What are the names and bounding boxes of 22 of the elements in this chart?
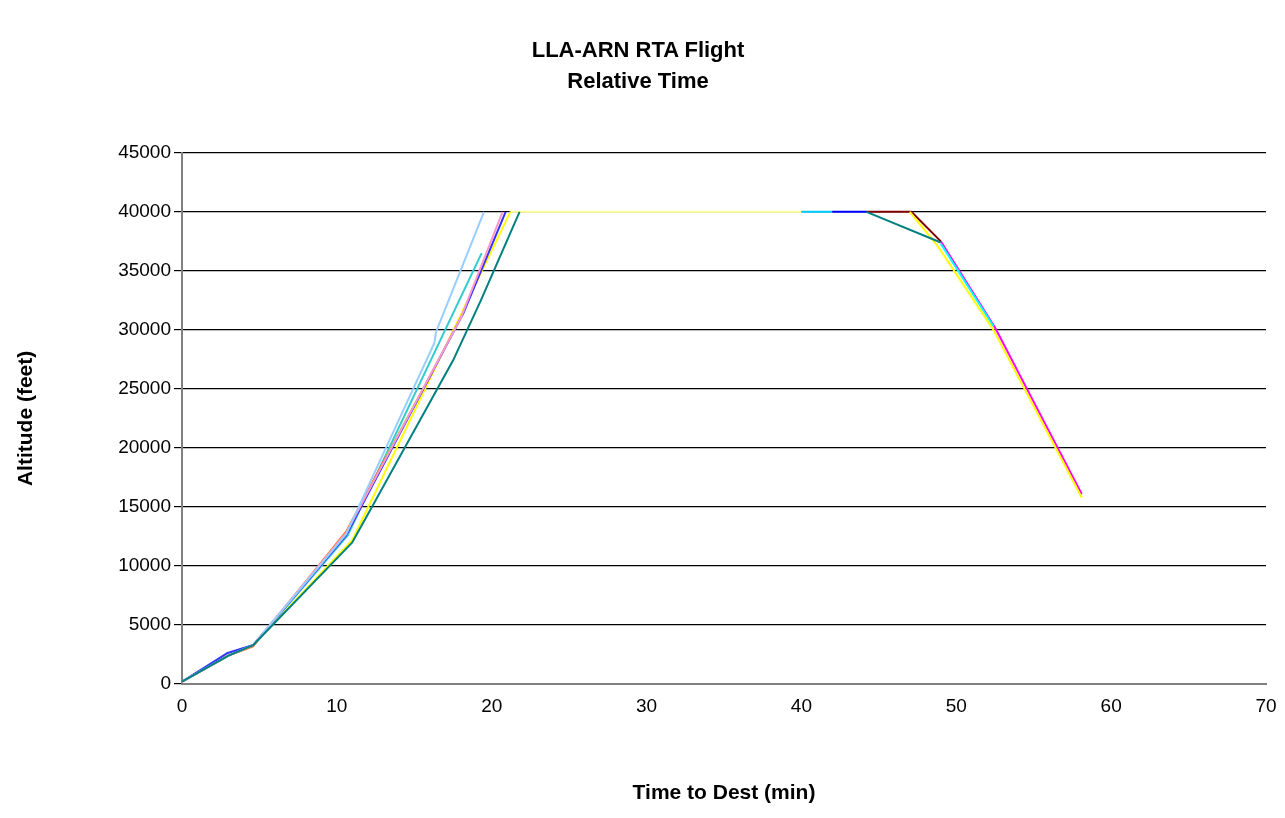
y-tick-label: 45000	[118, 141, 171, 163]
x-tick-label: 50	[945, 694, 967, 716]
y-tick-label: 20000	[118, 436, 171, 458]
x-tick-label: 70	[1255, 694, 1277, 716]
x-tick-label: 20	[481, 694, 503, 716]
y-tick-label: 10000	[118, 554, 171, 576]
x-tick-label: 0	[176, 694, 188, 716]
y-tick-label: 0	[160, 672, 171, 694]
y-tick-label: 30000	[118, 318, 171, 340]
chart-title: LLA-ARN RTA Flight	[531, 37, 745, 63]
y-axis-title: Altitude (feet)	[13, 350, 37, 487]
y-tick-label: 35000	[118, 259, 171, 281]
x-tick-label: 40	[790, 694, 812, 716]
y-tick-label: 40000	[118, 200, 171, 222]
x-tick-label: 60	[1100, 694, 1122, 716]
x-tick-label: 10	[326, 694, 348, 716]
x-tick-label: 30	[636, 694, 658, 716]
x-axis-title: Time to Dest (min)	[632, 780, 816, 804]
chart-subtitle: Relative Time	[567, 67, 709, 93]
y-tick-label: 5000	[128, 613, 171, 635]
y-tick-label: 25000	[118, 377, 171, 399]
y-tick-label: 15000	[118, 495, 171, 517]
